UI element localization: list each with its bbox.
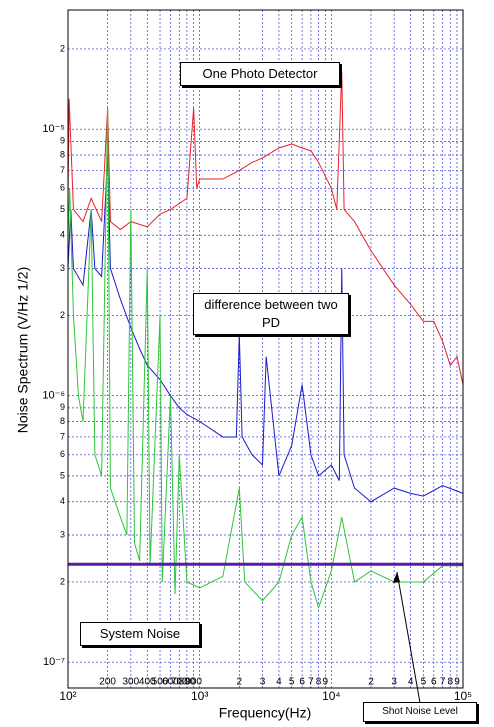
x-tick-label: 9 [454,677,460,688]
y-tick-label: 10⁻⁷ [43,656,65,668]
arrow-head [393,572,400,583]
y-tick-label: 8 [60,149,65,159]
y-tick-label: 3 [60,263,65,273]
x-tick-label: 6 [299,677,305,688]
y-tick-label: 3 [60,529,65,539]
y-tick-label: 5 [60,470,65,480]
x-tick-label: 5 [289,677,295,688]
y-axis-label: Noise Spectrum (V/Hz 1/2) [15,267,31,434]
x-tick-label: 10⁵ [454,689,472,703]
x-tick-label: 400 [139,677,156,688]
grid [67,10,464,688]
annotation: One Photo Detector [180,62,340,86]
plot-frame [67,9,464,689]
x-tick-label: 5 [421,677,427,688]
x-tick-label: 7 [308,677,314,688]
annotation: System Noise [80,622,200,646]
y-tick-label: 6 [60,183,65,193]
x-tick-label: 10⁴ [322,689,341,703]
x-tick-label: 700 [171,677,188,688]
y-tick-label: 2 [60,310,65,320]
y-tick-label: 4 [60,230,65,240]
x-tick-label: 10³ [191,689,208,703]
annotation: difference between two PD [193,293,349,335]
y-tick-label: 2 [60,43,65,53]
x-tick-label: 9 [323,677,329,688]
x-tick-label: 8 [316,677,322,688]
x-tick-label: 300 [122,677,139,688]
x-tick-label: 900 [185,677,202,688]
series-line [67,71,464,385]
x-tick-label: 2 [237,677,243,688]
x-tick-label: 800 [179,677,196,688]
x-tick-label: 3 [260,677,266,688]
x-tick-label: 4 [408,677,414,688]
y-tick-label: 5 [60,204,65,214]
x-tick-label: 200 [99,677,116,688]
y-tick-label: 10⁻⁵ [42,123,65,135]
series-line [67,108,463,610]
annotation: Shot Noise Level [363,702,477,722]
plot-lines [67,71,464,610]
x-tick-label: 3 [391,677,397,688]
x-tick-label: 10² [59,689,76,703]
y-tick-label: 7 [60,431,65,441]
arrow [396,571,421,704]
y-tick-label: 4 [60,496,65,506]
x-tick-label: 500 [152,677,169,688]
y-tick-label: 8 [60,416,65,426]
x-tick-label: 4 [276,677,282,688]
x-tick-label: 7 [440,677,446,688]
x-axis-label: Frequency(Hz) [219,705,312,721]
y-tick-label: 7 [60,165,65,175]
y-tick-label: 9 [60,136,65,146]
x-tick-label: 6 [431,677,437,688]
y-tick-label: 9 [60,402,65,412]
x-tick-label: 600 [162,677,179,688]
y-tick-label: 2 [60,576,65,586]
x-tick-label: 8 [447,677,453,688]
y-tick-label: 6 [60,449,65,459]
x-tick-label: 2 [368,677,374,688]
y-tick-label: 10⁻⁶ [42,390,65,402]
